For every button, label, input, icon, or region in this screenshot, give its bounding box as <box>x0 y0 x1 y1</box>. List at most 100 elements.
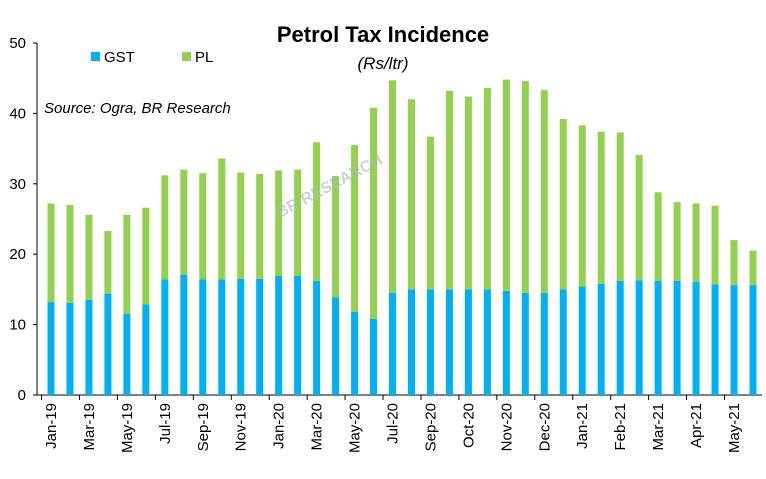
x-tick-label: Feb-21 <box>612 403 629 451</box>
bar-pl <box>256 173 264 279</box>
bar-pl <box>635 154 643 281</box>
chart-title: Petrol Tax Incidence <box>277 22 489 47</box>
bar-pl <box>218 158 226 280</box>
bar-gst <box>692 281 700 395</box>
bar-pl <box>275 170 283 277</box>
bar-gst <box>351 311 359 395</box>
bar-pl <box>692 203 700 282</box>
x-tick-label: Mar-19 <box>81 403 98 451</box>
bar-gst <box>673 280 681 395</box>
x-tick-label: Dec-20 <box>536 403 553 451</box>
x-tick-label: Jan-21 <box>574 403 591 449</box>
bar-pl <box>464 96 472 290</box>
bar-pl <box>730 240 738 286</box>
bar-gst <box>407 289 415 395</box>
x-tick-label: Sep-20 <box>423 403 440 451</box>
x-tick-label: Jul-19 <box>157 403 174 444</box>
bar-gst <box>313 280 321 395</box>
bar-gst <box>142 304 150 395</box>
bar-pl <box>616 132 624 281</box>
legend-swatch-gst <box>91 52 100 61</box>
x-tick-label: Jul-20 <box>385 403 402 444</box>
y-tick-label: 50 <box>9 35 26 52</box>
bar-pl <box>351 145 359 312</box>
bar-gst <box>237 278 245 395</box>
bar-gst <box>47 302 55 395</box>
bar-gst <box>635 280 643 395</box>
x-tick-label: Jan-19 <box>43 403 60 449</box>
legend-label-gst: GST <box>104 49 135 66</box>
bar-pl <box>370 107 378 319</box>
bar-pl <box>123 214 131 315</box>
bar-pl <box>502 79 510 291</box>
bar-pl <box>540 90 548 293</box>
bar-gst <box>294 276 302 395</box>
bar-pl <box>521 81 529 293</box>
y-tick-label: 30 <box>9 176 26 193</box>
watermark-text: BR RESEARCH <box>274 151 386 221</box>
bar-pl <box>711 205 719 285</box>
bars-layer <box>47 79 757 395</box>
bar-gst <box>332 297 340 395</box>
bar-pl <box>673 202 681 281</box>
bar-gst <box>256 278 264 395</box>
bar-gst <box>654 280 662 395</box>
bar-gst <box>218 279 226 395</box>
x-tick-label: Nov-19 <box>233 403 250 451</box>
bar-pl <box>749 250 757 286</box>
x-tick-label: May-21 <box>726 403 743 453</box>
bar-gst <box>275 276 283 395</box>
bar-gst <box>616 280 624 395</box>
bar-pl <box>559 119 567 290</box>
bar-gst <box>483 289 491 395</box>
bar-pl <box>483 88 491 290</box>
legend-label-pl: PL <box>195 49 213 66</box>
bar-pl <box>597 131 605 284</box>
bar-gst <box>161 279 169 395</box>
bar-gst <box>597 283 605 395</box>
bar-pl <box>161 175 169 280</box>
bar-gst <box>199 279 207 395</box>
bar-pl <box>294 169 302 277</box>
x-tick-label: Jan-20 <box>271 403 288 449</box>
bar-gst <box>85 299 93 395</box>
bar-gst <box>123 314 131 395</box>
bar-pl <box>180 169 188 275</box>
bar-pl <box>426 136 434 290</box>
legend-swatch-pl <box>182 52 191 61</box>
bar-gst <box>502 290 510 395</box>
bar-pl <box>654 192 662 281</box>
x-tick-label: Nov-20 <box>498 403 515 451</box>
x-tick-label: Sep-19 <box>195 403 212 451</box>
bar-pl <box>332 176 340 298</box>
bar-gst <box>540 292 548 395</box>
bar-pl <box>389 80 397 293</box>
bar-gst <box>559 289 567 395</box>
bar-gst <box>66 302 74 395</box>
bar-pl <box>407 99 415 290</box>
x-tick-label: May-19 <box>119 403 136 453</box>
bar-gst <box>180 274 188 395</box>
bar-pl <box>578 125 586 287</box>
x-tick-label: Oct-20 <box>460 403 477 448</box>
bar-gst <box>389 292 397 395</box>
bar-gst <box>370 318 378 395</box>
bar-gst <box>730 285 738 395</box>
bar-pl <box>66 204 74 303</box>
chart-subtitle: (Rs/ltr) <box>358 54 409 73</box>
y-tick-label: 0 <box>18 387 26 404</box>
bar-gst <box>749 285 757 395</box>
ticks-layer: 0 10 20 30 40 50 Jan-19 Mar-19 May-19 Jul-19 Sep-1… <box>9 35 743 453</box>
bar-pl <box>85 214 93 300</box>
bar-gst <box>711 284 719 395</box>
bar-pl <box>313 142 321 281</box>
bar-pl <box>104 230 112 294</box>
bar-gst <box>578 286 586 395</box>
bar-gst <box>521 292 529 395</box>
x-tick-label: Mar-21 <box>650 403 667 451</box>
bar-pl <box>47 203 55 303</box>
y-tick-label: 10 <box>9 317 26 334</box>
source-note: Source: Ogra, BR Research <box>44 100 231 117</box>
